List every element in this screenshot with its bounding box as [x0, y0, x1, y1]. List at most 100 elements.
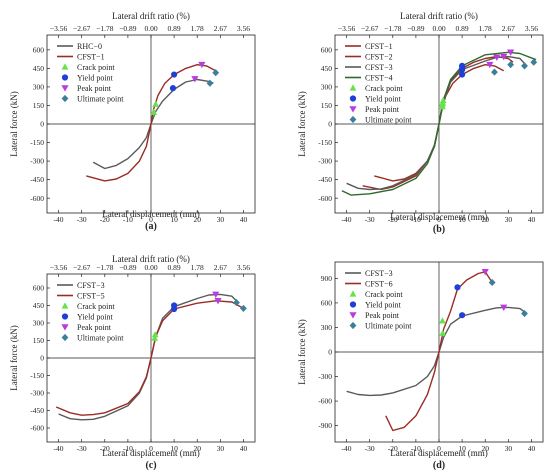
- x-tick-label: 30: [217, 215, 225, 224]
- y-tick-label: -600: [318, 397, 332, 406]
- y-tick-label: -600: [318, 194, 332, 203]
- y-tick-label: 600: [33, 45, 45, 54]
- y-tick-label: 450: [33, 64, 45, 73]
- top-tick-label: 3.56: [237, 263, 250, 272]
- y-tick-label: 0: [328, 348, 332, 357]
- x-tick-label: 20: [481, 215, 489, 224]
- x-tick-label: 30: [505, 215, 513, 224]
- legend-label: Peak point: [77, 323, 112, 332]
- x-tick-label: -10: [411, 444, 421, 453]
- x-tick-label: -40: [54, 444, 64, 453]
- x-tick-label: 10: [170, 444, 178, 453]
- legend-label: Ultimate point: [77, 95, 124, 104]
- x-tick-label: 40: [240, 444, 248, 453]
- peak-point-marker: [481, 269, 489, 276]
- legend-label: Ultimate point: [365, 116, 412, 125]
- legend-yield-marker: [61, 74, 69, 81]
- legend-crack-marker: [61, 302, 69, 309]
- legend-ultimate-marker: [349, 321, 357, 330]
- crack-point-marker: [439, 96, 447, 104]
- x-axis-label: Lateral displacement (mm): [390, 448, 487, 458]
- yield-point-marker: [459, 62, 466, 70]
- y-tick-label: 0: [40, 120, 44, 129]
- x-axis-label: Lateral displacement (mm): [102, 209, 199, 219]
- top-tick-label: 0.89: [168, 263, 181, 272]
- panel-label: (b): [433, 224, 445, 235]
- series-line-cfst-6: [385, 271, 493, 432]
- legend-ultimate-marker: [61, 333, 69, 342]
- peak-point-marker: [500, 53, 508, 61]
- ultimate-point-marker: [507, 61, 515, 69]
- x-tick-label: 40: [528, 215, 536, 224]
- legend-ultimate-marker: [61, 94, 69, 103]
- crack-point-marker: [150, 108, 158, 115]
- crack-point-marker: [151, 331, 159, 338]
- legend-label: CFST−6: [365, 280, 393, 289]
- legend-peak-marker: [61, 324, 69, 331]
- peak-point-marker: [493, 54, 501, 61]
- y-tick-label: -450: [30, 406, 44, 415]
- x-tick-label: 30: [505, 444, 513, 453]
- x-tick-label: -30: [77, 444, 87, 453]
- y-tick-label: 600: [33, 284, 45, 293]
- x-tick-label: -40: [342, 444, 352, 453]
- top-tick-label: 2.67: [502, 24, 515, 33]
- y-tick-label: -450: [30, 175, 44, 184]
- top-tick-label: 3.56: [237, 24, 250, 33]
- ultimate-point-marker: [491, 68, 498, 76]
- legend-label: Ultimate point: [365, 322, 412, 331]
- y-tick-label: 150: [321, 101, 333, 110]
- y-tick-label: -300: [30, 389, 44, 398]
- x-tick-label: -30: [77, 215, 87, 224]
- x-tick-label: 20: [193, 444, 201, 453]
- top-tick-label: −2.67: [73, 24, 91, 33]
- panel-label: (d): [433, 460, 445, 471]
- legend-peak-marker: [61, 85, 69, 92]
- top-tick-label: −3.56: [50, 24, 68, 33]
- legend-label: RHC−0: [77, 42, 102, 51]
- legend-label: CFST−3: [365, 269, 393, 278]
- top-tick-label: 1.78: [191, 24, 204, 33]
- peak-point-marker: [214, 298, 222, 305]
- y-tick-label: 0: [40, 354, 44, 363]
- y-tick-label: 450: [321, 64, 333, 73]
- top-tick-label: 0.00: [144, 24, 157, 33]
- top-tick-label: −1.78: [384, 24, 402, 33]
- y-axis-label: Lateral force (kN): [9, 325, 19, 390]
- top-tick-label: −1.78: [96, 24, 114, 33]
- y-axis-label: Lateral force (kN): [297, 319, 307, 384]
- crack-point-marker: [438, 100, 446, 107]
- legend-label: Peak point: [77, 84, 112, 93]
- top-tick-label: 1.78: [191, 263, 204, 272]
- top-axis-label: Lateral drift ratio (%): [400, 11, 478, 21]
- series-line-cfst-5: [55, 300, 244, 416]
- legend-label: CFST−3: [77, 281, 105, 290]
- top-tick-label: −2.67: [361, 24, 379, 33]
- ultimate-point-marker: [240, 304, 247, 313]
- top-tick-label: 0.00: [144, 263, 157, 272]
- y-tick-label: -150: [30, 138, 44, 147]
- x-tick-label: 0: [149, 444, 153, 453]
- peak-point-marker: [212, 291, 220, 299]
- ultimate-point-marker: [212, 69, 220, 77]
- peak-point-marker: [507, 49, 515, 56]
- x-tick-label: 0: [437, 215, 441, 224]
- ultimate-point-marker: [488, 278, 496, 287]
- peak-point-marker: [486, 61, 494, 69]
- crack-point-marker: [151, 334, 159, 341]
- x-tick-label: 30: [217, 444, 225, 453]
- top-tick-label: −3.56: [338, 24, 356, 33]
- x-tick-label: 10: [458, 215, 466, 224]
- top-tick-label: 2.67: [214, 263, 227, 272]
- top-tick-label: 0.00: [432, 24, 445, 33]
- x-tick-label: -40: [54, 215, 64, 224]
- x-axis-label: Lateral displacement (mm): [390, 212, 487, 222]
- legend-label: Yield point: [77, 74, 114, 83]
- chart-panel-2: -40 -30 -20 -10 0 10 20 30 40 -600 -450 -300 -150 0 15…: [297, 11, 544, 235]
- x-tick-label: 0: [437, 444, 441, 453]
- top-tick-label: −0.89: [119, 263, 137, 272]
- x-axis-label: Lateral displacement (mm): [102, 448, 199, 458]
- top-tick-label: 0.89: [456, 24, 469, 33]
- crack-point-marker: [152, 100, 160, 107]
- crack-point-marker: [439, 317, 446, 324]
